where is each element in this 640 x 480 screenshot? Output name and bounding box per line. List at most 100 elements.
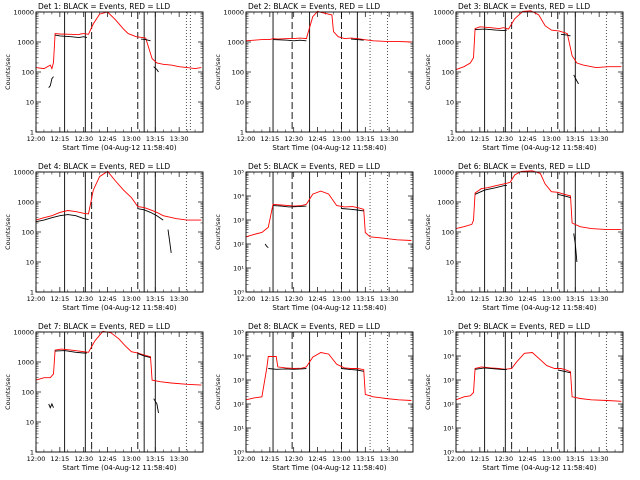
y-axis-label: Counts/sec bbox=[214, 374, 222, 410]
events-series-line bbox=[573, 233, 578, 263]
plot-frame bbox=[245, 331, 414, 453]
x-tick-label: 12:30 bbox=[494, 295, 513, 303]
y-tick-label: 10⁰ bbox=[233, 449, 244, 457]
x-tick-label: 12:00 bbox=[447, 455, 466, 463]
events-series-line bbox=[272, 39, 307, 42]
y-tick-label: 100 bbox=[22, 229, 34, 237]
chart-panel-det8: Det 8: BLACK = Events, RED = LLD Counts/s… bbox=[214, 322, 414, 472]
plot-frame bbox=[35, 331, 204, 453]
y-tick-label: 10⁵ bbox=[443, 329, 454, 337]
plot-frame bbox=[245, 171, 414, 293]
y-tick-label: 1000 bbox=[437, 39, 454, 47]
chart-title: Det 1: BLACK = Events, RED = LLD bbox=[38, 2, 170, 11]
events-series-line bbox=[167, 229, 172, 254]
events-series-line bbox=[341, 368, 364, 372]
y-tick-label: 10⁰ bbox=[443, 449, 454, 457]
x-tick-label: 13:30 bbox=[170, 295, 189, 303]
y-tick-label: 1000 bbox=[17, 359, 34, 367]
chart-title: Det 8: BLACK = Events, RED = LLD bbox=[248, 322, 380, 331]
plot-frame bbox=[35, 171, 204, 293]
events-series-line bbox=[573, 74, 579, 85]
x-tick-label: 12:15 bbox=[50, 295, 69, 303]
x-tick-label: 13:00 bbox=[542, 135, 561, 143]
x-tick-label: 13:15 bbox=[566, 135, 585, 143]
lld-series-line bbox=[35, 11, 202, 70]
x-axis-label: Start Time (04-Aug-12 11:58:40) bbox=[482, 464, 596, 472]
x-tick-label: 13:15 bbox=[356, 455, 375, 463]
x-tick-label: 13:00 bbox=[122, 135, 141, 143]
x-tick-label: 12:45 bbox=[308, 295, 327, 303]
x-tick-label: 13:30 bbox=[380, 135, 399, 143]
lld-series-line bbox=[245, 190, 412, 241]
x-tick-label: 13:30 bbox=[380, 295, 399, 303]
y-tick-label: 10⁴ bbox=[233, 193, 244, 201]
x-tick-label: 12:45 bbox=[98, 295, 117, 303]
x-tick-label: 13:00 bbox=[122, 455, 141, 463]
lld-series-line bbox=[455, 10, 622, 71]
x-tick-label: 12:30 bbox=[74, 135, 93, 143]
events-series-line bbox=[341, 208, 364, 212]
y-tick-label: 10 bbox=[26, 99, 34, 107]
events-series-line bbox=[475, 367, 507, 371]
y-tick-label: 10000 bbox=[433, 169, 454, 177]
y-tick-label: 100 bbox=[232, 69, 244, 77]
x-tick-label: 12:15 bbox=[260, 455, 279, 463]
chart-panel-det3: Det 3: BLACK = Events, RED = LLD Counts/s… bbox=[424, 2, 624, 152]
x-tick-label: 13:00 bbox=[332, 135, 351, 143]
chart-title: Det 4: BLACK = Events, RED = LLD bbox=[38, 162, 170, 171]
x-axis-label: Start Time (04-Aug-12 11:58:40) bbox=[62, 304, 176, 312]
x-axis-label: Start Time (04-Aug-12 11:58:40) bbox=[62, 144, 176, 152]
x-tick-label: 12:45 bbox=[518, 455, 537, 463]
events-series-line bbox=[264, 243, 269, 249]
x-tick-label: 12:00 bbox=[237, 455, 256, 463]
x-tick-label: 12:45 bbox=[98, 455, 117, 463]
events-series-line bbox=[35, 214, 89, 223]
events-series-line bbox=[268, 368, 307, 370]
x-tick-label: 13:15 bbox=[146, 455, 165, 463]
lld-series-line bbox=[35, 330, 202, 386]
x-tick-label: 12:30 bbox=[494, 135, 513, 143]
y-tick-label: 1000 bbox=[17, 39, 34, 47]
x-tick-label: 12:15 bbox=[470, 135, 489, 143]
x-tick-label: 12:15 bbox=[50, 135, 69, 143]
y-tick-label: 10⁵ bbox=[233, 329, 244, 337]
events-series-line bbox=[48, 402, 54, 409]
y-tick-label: 10¹ bbox=[233, 265, 244, 273]
x-axis-label: Start Time (04-Aug-12 11:58:40) bbox=[62, 464, 176, 472]
x-axis-label: Start Time (04-Aug-12 11:58:40) bbox=[482, 144, 596, 152]
x-tick-label: 12:00 bbox=[447, 295, 466, 303]
y-tick-label: 10 bbox=[26, 259, 34, 267]
y-tick-label: 10³ bbox=[233, 217, 244, 225]
y-tick-label: 1 bbox=[30, 449, 34, 457]
lld-series-line bbox=[35, 170, 202, 221]
y-tick-label: 10¹ bbox=[233, 425, 244, 433]
x-tick-label: 12:15 bbox=[50, 455, 69, 463]
chart-panel-det5: Det 5: BLACK = Events, RED = LLD Counts/s… bbox=[214, 162, 414, 312]
y-axis-label: Counts/sec bbox=[214, 54, 222, 90]
x-tick-label: 13:00 bbox=[332, 455, 351, 463]
y-tick-label: 10² bbox=[233, 241, 244, 249]
plot-frame bbox=[455, 331, 624, 453]
chart-title: Det 5: BLACK = Events, RED = LLD bbox=[248, 162, 380, 171]
plot-frame bbox=[245, 11, 414, 133]
events-series-line bbox=[153, 66, 159, 73]
events-series-line bbox=[350, 38, 364, 41]
x-tick-label: 12:00 bbox=[237, 135, 256, 143]
y-tick-label: 10⁰ bbox=[233, 289, 244, 297]
chart-title: Det 2: BLACK = Events, RED = LLD bbox=[248, 2, 380, 11]
y-axis-label: Counts/sec bbox=[4, 374, 12, 410]
lld-series-line bbox=[455, 352, 622, 402]
y-tick-label: 10⁴ bbox=[443, 353, 454, 361]
x-tick-label: 12:45 bbox=[518, 295, 537, 303]
chart-title: Det 3: BLACK = Events, RED = LLD bbox=[458, 2, 590, 11]
x-tick-label: 12:15 bbox=[260, 295, 279, 303]
events-series-line bbox=[140, 38, 151, 42]
events-series-line bbox=[557, 193, 571, 199]
x-tick-label: 13:30 bbox=[170, 455, 189, 463]
x-tick-label: 12:30 bbox=[284, 455, 303, 463]
events-series-line bbox=[137, 353, 151, 359]
x-tick-label: 12:30 bbox=[494, 455, 513, 463]
x-tick-label: 13:15 bbox=[356, 295, 375, 303]
y-tick-label: 10 bbox=[26, 419, 34, 427]
y-tick-label: 100 bbox=[22, 389, 34, 397]
